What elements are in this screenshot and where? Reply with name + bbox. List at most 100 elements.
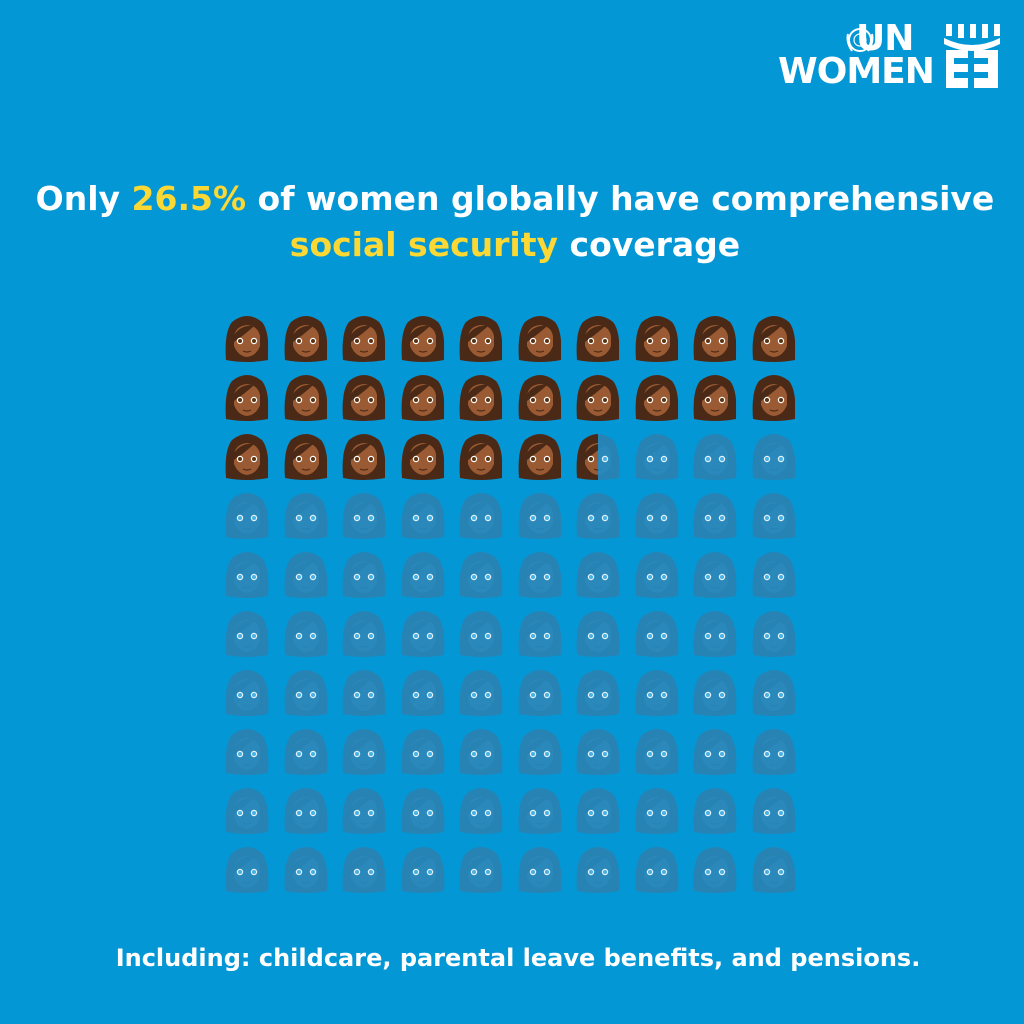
woman-icon-uncovered (401, 847, 444, 893)
woman-icon-uncovered (225, 493, 269, 539)
woman-icon-uncovered (518, 493, 561, 539)
woman-icon-covered (459, 434, 503, 480)
woman-icon-uncovered (459, 493, 503, 539)
woman-icon-covered (225, 434, 269, 480)
woman-icon-uncovered (401, 670, 444, 716)
woman-icon-uncovered (518, 670, 561, 716)
headline-social-security: social security (289, 225, 559, 264)
woman-icon-covered (518, 434, 561, 480)
woman-icon-uncovered (459, 611, 503, 657)
woman-icon-covered (401, 375, 444, 421)
woman-icon-uncovered (752, 493, 795, 539)
woman-icon-uncovered (635, 493, 678, 539)
woman-icon-covered (459, 375, 503, 421)
woman-icon-covered (635, 316, 678, 362)
woman-icon-uncovered (518, 552, 561, 598)
woman-icon-uncovered (401, 788, 444, 834)
woman-icon-uncovered (225, 847, 269, 893)
woman-icon-uncovered (342, 493, 386, 539)
woman-icon-covered (576, 375, 620, 421)
woman-icon-covered (284, 434, 327, 480)
woman-icon-uncovered (752, 670, 795, 716)
woman-icon-uncovered (635, 611, 678, 657)
woman-icon-covered (401, 434, 444, 480)
woman-icon-uncovered (342, 670, 386, 716)
woman-icon-uncovered (635, 434, 678, 480)
woman-icon-uncovered (284, 552, 327, 598)
woman-icon-covered (693, 375, 737, 421)
headline: Only 26.5% of women globally have compre… (0, 176, 1024, 268)
headline-part1: Only (35, 179, 132, 218)
woman-icon-uncovered (576, 493, 620, 539)
woman-icon-uncovered (635, 847, 678, 893)
woman-icon-uncovered (635, 729, 678, 775)
woman-icon-uncovered (752, 434, 795, 480)
footnote: Including: childcare, parental leave ben… (115, 944, 921, 972)
woman-icon-uncovered (401, 611, 444, 657)
woman-icon-uncovered (518, 729, 561, 775)
woman-icon-uncovered (693, 493, 737, 539)
woman-icon-uncovered (459, 729, 503, 775)
woman-icon-uncovered (635, 552, 678, 598)
woman-icon-uncovered (635, 670, 678, 716)
woman-icon-uncovered (401, 493, 444, 539)
woman-icon-covered (635, 375, 678, 421)
woman-icon-uncovered (693, 552, 737, 598)
woman-icon-uncovered (576, 847, 620, 893)
woman-icon-uncovered (518, 611, 561, 657)
woman-icon-uncovered (693, 434, 737, 480)
woman-icon-uncovered (752, 788, 795, 834)
woman-icon-uncovered (342, 611, 386, 657)
woman-icon-covered (459, 316, 503, 362)
un-women-mark-icon (944, 24, 1000, 88)
woman-icon-uncovered (576, 670, 620, 716)
woman-icon-uncovered (693, 611, 737, 657)
woman-icon-uncovered (284, 611, 327, 657)
woman-icon-covered (284, 316, 327, 362)
woman-icon-uncovered (225, 552, 269, 598)
woman-icon-covered (752, 375, 795, 421)
woman-icon-uncovered (459, 847, 503, 893)
woman-icon-uncovered (342, 788, 386, 834)
woman-icon-uncovered (342, 552, 386, 598)
woman-icon-uncovered (576, 611, 620, 657)
woman-icon-partial (576, 434, 620, 480)
woman-icon-uncovered (693, 729, 737, 775)
woman-icon-uncovered (284, 493, 327, 539)
woman-icon-uncovered (284, 670, 327, 716)
woman-icon-uncovered (225, 611, 269, 657)
woman-icon-covered (342, 434, 386, 480)
woman-icon-uncovered (401, 552, 444, 598)
woman-icon-covered (576, 316, 620, 362)
woman-icon-uncovered (284, 788, 327, 834)
woman-icon-covered (342, 375, 386, 421)
logo-un-text: UN (856, 18, 914, 59)
woman-icon-uncovered (635, 788, 678, 834)
woman-icon-uncovered (225, 788, 269, 834)
logo-women-text: WOMEN (778, 51, 935, 92)
woman-icon-uncovered (342, 729, 386, 775)
woman-icon-uncovered (752, 729, 795, 775)
woman-icon-covered (342, 316, 386, 362)
woman-icon-covered (518, 375, 561, 421)
woman-icon-uncovered (401, 729, 444, 775)
woman-icon-covered (225, 316, 269, 362)
woman-icon-uncovered (693, 670, 737, 716)
woman-icon-uncovered (576, 788, 620, 834)
woman-icon-uncovered (459, 552, 503, 598)
headline-percentage: 26.5% (131, 179, 247, 218)
woman-icon-uncovered (576, 552, 620, 598)
un-women-logo: UN WOMEN (778, 18, 1004, 92)
woman-icon-uncovered (225, 670, 269, 716)
woman-icon-uncovered (284, 729, 327, 775)
woman-icon-uncovered (225, 729, 269, 775)
woman-icon-uncovered (342, 847, 386, 893)
woman-icon-uncovered (518, 847, 561, 893)
woman-icon-uncovered (752, 611, 795, 657)
woman-icon-covered (401, 316, 444, 362)
headline-part2: of women globally have comprehensive (246, 179, 995, 218)
woman-icon-uncovered (693, 788, 737, 834)
woman-icon-uncovered (752, 847, 795, 893)
woman-icon-uncovered (576, 729, 620, 775)
woman-icon-uncovered (518, 788, 561, 834)
